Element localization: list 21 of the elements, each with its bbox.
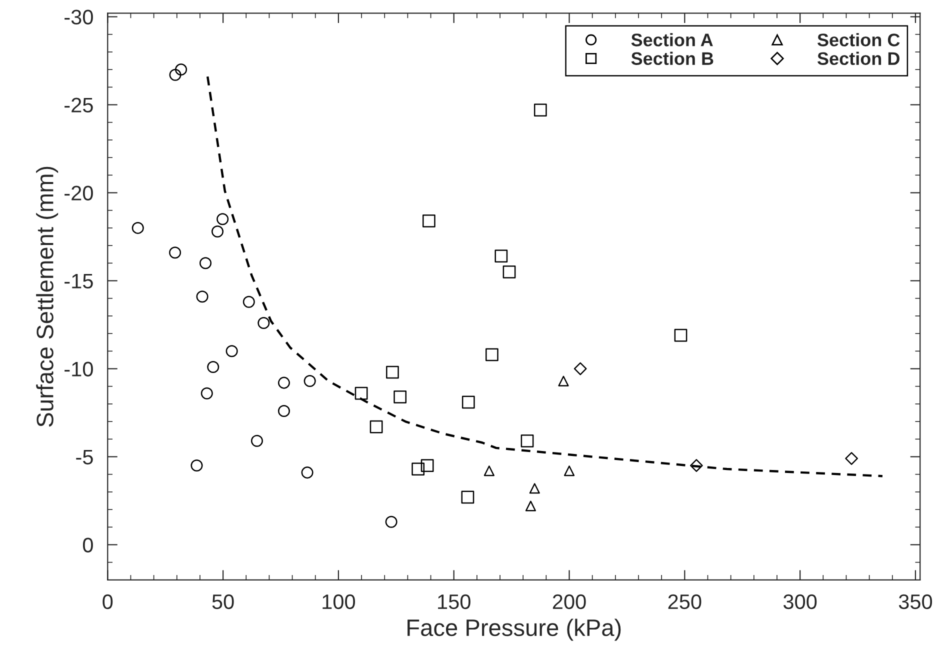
x-tick-label: 350 xyxy=(898,594,932,610)
x-tick-label: 250 xyxy=(668,594,702,610)
x-tick-label: 200 xyxy=(552,594,586,610)
y-tick-label: 0 xyxy=(82,538,93,552)
x-axis-title: Face Pressure (kPa) xyxy=(408,618,621,641)
y-tick-label: -25 xyxy=(64,98,93,113)
y-tick-label: -15 xyxy=(64,274,93,288)
y-tick-label: -20 xyxy=(64,186,93,200)
x-tick-label: 100 xyxy=(322,594,356,610)
y-tick-label: -10 xyxy=(64,362,93,376)
y-axis-title: Surface Settlement (mm) xyxy=(36,166,58,427)
x-tick-label: 150 xyxy=(438,594,470,610)
legend-label: Section A xyxy=(631,33,713,46)
legend-label: Section B xyxy=(631,52,714,65)
x-tick-label: 0 xyxy=(102,594,113,610)
x-tick-label: 50 xyxy=(212,594,234,610)
legend-label: Section C xyxy=(817,33,900,46)
y-tick-label: -5 xyxy=(76,450,93,464)
y-tick-label: -30 xyxy=(64,10,93,25)
x-tick-label: 300 xyxy=(783,594,817,610)
legend-label: Section D xyxy=(817,52,900,65)
